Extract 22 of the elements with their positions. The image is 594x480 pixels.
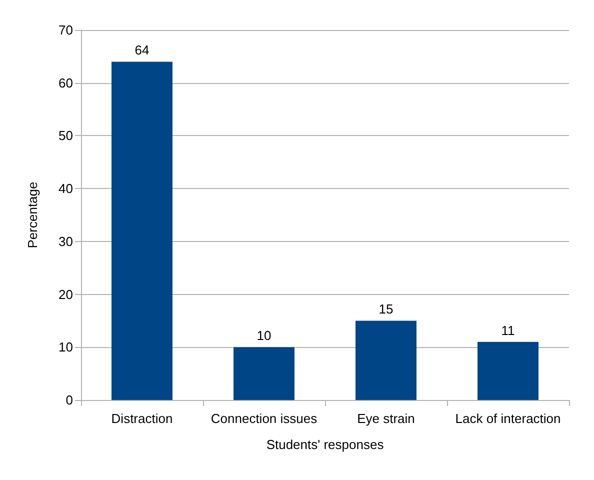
y-tick-label: 40 bbox=[58, 181, 73, 196]
data-label: 10 bbox=[256, 328, 272, 344]
data-label: 11 bbox=[501, 322, 515, 338]
y-tick-label: 0 bbox=[66, 392, 73, 408]
x-tick-label: Distraction bbox=[111, 411, 173, 426]
y-tick-label: 50 bbox=[58, 128, 73, 144]
data-label: 64 bbox=[134, 42, 150, 58]
x-tick-label: Connection issues bbox=[210, 411, 318, 426]
y-tick-label: 60 bbox=[58, 75, 73, 90]
x-axis-title: Students' responses bbox=[266, 437, 384, 452]
bar bbox=[478, 342, 538, 400]
bar bbox=[234, 347, 294, 400]
y-tick-label: 20 bbox=[58, 286, 73, 302]
x-tick-label: Lack of interaction bbox=[455, 411, 561, 426]
bar bbox=[356, 320, 416, 400]
y-tick-label: 70 bbox=[58, 22, 73, 38]
x-tick-label: Eye strain bbox=[357, 411, 415, 426]
y-axis-title: Percentage bbox=[25, 182, 40, 248]
bar bbox=[112, 62, 172, 400]
y-tick-label: 30 bbox=[58, 234, 73, 249]
y-tick-label: 10 bbox=[58, 340, 73, 355]
data-label: 15 bbox=[378, 302, 394, 317]
